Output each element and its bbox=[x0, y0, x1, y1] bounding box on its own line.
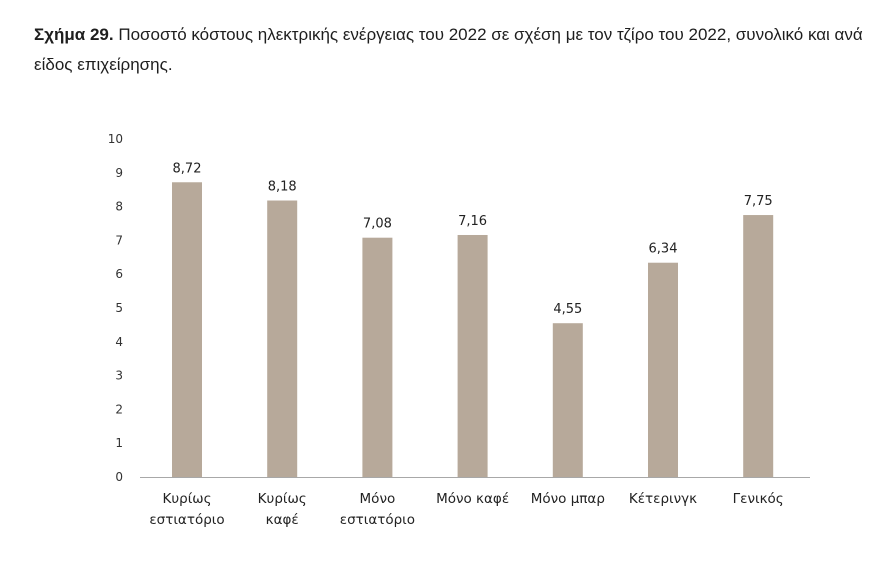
y-tick-label: 9 bbox=[115, 166, 123, 180]
category-label-line: Γενικός bbox=[733, 491, 784, 507]
y-tick-label: 5 bbox=[115, 301, 123, 315]
data-label: 7,75 bbox=[744, 194, 773, 209]
category-label-line: εστιατόριο bbox=[340, 512, 415, 528]
data-label: 4,55 bbox=[553, 302, 582, 317]
data-label: 7,16 bbox=[458, 214, 487, 229]
category-label: Γενικός bbox=[733, 491, 784, 507]
category-label: Μόνο καφέ bbox=[436, 491, 509, 507]
y-tick-label: 2 bbox=[115, 402, 123, 416]
category-label: Κυρίως καφέ bbox=[258, 491, 307, 528]
category-label: Μόνο εστιατόριο bbox=[340, 491, 415, 528]
category-label-line: Μόνο μπαρ bbox=[531, 491, 605, 507]
data-label: 8,72 bbox=[173, 161, 202, 176]
y-tick-label: 1 bbox=[115, 436, 123, 450]
bar bbox=[648, 262, 678, 477]
bar bbox=[172, 182, 202, 478]
category-label-line: Κέτερινγκ bbox=[629, 491, 697, 507]
category-label-line: Μόνο καφέ bbox=[436, 491, 509, 507]
figure-number: Σχήμα 29. bbox=[34, 25, 114, 44]
category-label-line: Μόνο bbox=[360, 491, 396, 507]
data-label: 8,18 bbox=[268, 180, 297, 195]
category-label-line: καφέ bbox=[266, 512, 299, 528]
y-tick-label: 6 bbox=[115, 267, 123, 281]
bar bbox=[362, 237, 393, 477]
figure-caption: Σχήμα 29. Ποσοστό κόστους ηλεκτρικής ενέ… bbox=[34, 20, 864, 80]
category-label-line: εστιατόριο bbox=[149, 512, 224, 528]
data-label: 7,08 bbox=[363, 217, 392, 232]
y-tick-label: 7 bbox=[115, 233, 123, 247]
bar bbox=[267, 200, 298, 478]
y-tick-label: 8 bbox=[115, 200, 123, 214]
category-label-line: Κυρίως bbox=[162, 491, 211, 507]
bar bbox=[552, 323, 583, 477]
data-label: 6,34 bbox=[649, 242, 678, 257]
y-tick-label: 4 bbox=[115, 335, 123, 349]
y-tick-label: 10 bbox=[108, 132, 123, 146]
bar bbox=[457, 234, 488, 477]
bar bbox=[743, 215, 774, 478]
y-tick-label: 0 bbox=[115, 470, 123, 484]
category-label: Μόνο μπαρ bbox=[531, 491, 605, 507]
category-label-line: Κυρίως bbox=[258, 491, 307, 507]
y-tick-label: 3 bbox=[115, 369, 123, 383]
category-label: Κυρίως εστιατόριο bbox=[149, 491, 224, 528]
figure-title: Ποσοστό κόστους ηλεκτρικής ενέργειας του… bbox=[34, 25, 863, 74]
category-label: Κέτερινγκ bbox=[629, 491, 697, 507]
